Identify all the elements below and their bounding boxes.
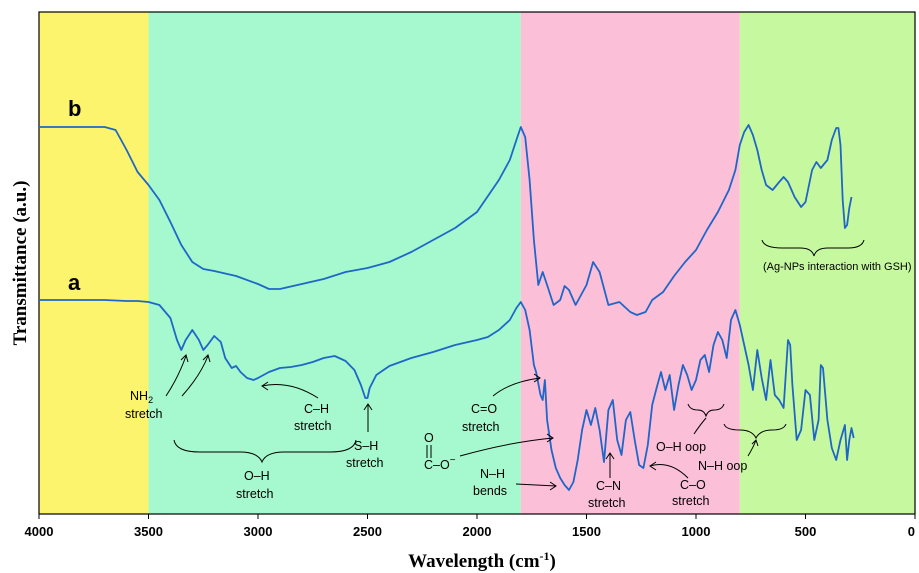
- nh2-label: NH2: [130, 389, 153, 405]
- nh-bends-arrow: [515, 483, 557, 487]
- spectra: [39, 124, 855, 491]
- ch-stretch-label: stretch: [294, 419, 332, 433]
- carboxylate-arrow: [459, 437, 554, 457]
- x-tick-label: 1000: [682, 524, 711, 539]
- x-tick-label: 1500: [572, 524, 601, 539]
- nh-bends-label: N–H: [480, 467, 505, 481]
- ch-arrow-head: [261, 381, 269, 391]
- nh2-arrow-2-head: [202, 354, 211, 363]
- nh-oop-label: N–H oop: [698, 459, 747, 473]
- nh2-arrow-1: [165, 355, 187, 397]
- oh-oop-brace: [687, 403, 725, 418]
- band-0: [39, 12, 149, 514]
- ch-arrow: [261, 384, 319, 399]
- co-double-stretch-label: stretch: [462, 420, 500, 434]
- x-tick-label: 2000: [463, 524, 492, 539]
- nh-oop-arrow-head: [751, 439, 759, 447]
- band-1: [148, 12, 521, 514]
- spectrum-line-a: [39, 299, 855, 491]
- y-axis-title: Transmittance (a.u.): [10, 181, 31, 346]
- x-tick-label: 3000: [244, 524, 273, 539]
- nh2-arrow-2: [181, 355, 209, 397]
- annotations: [165, 239, 865, 491]
- nh-bends-arrow-head: [549, 481, 557, 491]
- oh-oop-label: O–H oop: [656, 440, 706, 454]
- co-label: C–O: [680, 478, 706, 492]
- sh-stretch-label: stretch: [346, 456, 384, 470]
- nh-oop-brace: [723, 423, 787, 440]
- co-double-arrow: [492, 377, 541, 397]
- ag-np-brace: [761, 239, 865, 257]
- x-tick-label: 4000: [25, 524, 54, 539]
- carboxylate-o-top: O: [424, 431, 434, 445]
- x-tick-label: 2500: [353, 524, 382, 539]
- nh2-stretch-label: stretch: [125, 407, 163, 421]
- band-2: [520, 12, 740, 514]
- x-tick-label: 500: [795, 524, 817, 539]
- co-arrow: [649, 464, 689, 479]
- ag-np-label: (Ag-NPs interaction with GSH): [763, 261, 912, 273]
- ch-label: C–H: [304, 402, 329, 416]
- x-tick-label: 0: [908, 524, 915, 539]
- nh-bends-text: bends: [473, 484, 507, 498]
- spectrum-line-b: [39, 124, 853, 316]
- oh-stretch-label: stretch: [236, 487, 274, 501]
- x-axis-ticks: 4000 3500 3000 2500 2000 1500 1000 500 0: [25, 514, 916, 539]
- oh-brace: [173, 439, 357, 464]
- cn-arrow-head: [605, 452, 615, 460]
- co-double-label: C=O: [471, 402, 497, 416]
- co-stretch-label: stretch: [672, 494, 710, 508]
- oh-label: O–H: [244, 469, 270, 483]
- series-label-a: a: [68, 270, 81, 295]
- series-label-b: b: [68, 96, 81, 121]
- nh2-arrow-1-head: [180, 354, 189, 363]
- cn-stretch-label: stretch: [588, 496, 626, 510]
- cn-label: C–N: [596, 479, 621, 493]
- sh-arrow-head: [363, 403, 373, 411]
- carboxylate-arrow-head: [546, 433, 554, 443]
- x-axis-title: Wavelength (cm-1): [408, 549, 556, 572]
- carboxylate-label: C–O−: [424, 455, 456, 472]
- oh-oop-arrow: [693, 417, 707, 435]
- sh-label: S–H: [354, 439, 378, 453]
- co-arrow-head: [649, 461, 657, 471]
- x-tick-label: 3500: [134, 524, 163, 539]
- co-double-arrow-head: [533, 373, 541, 383]
